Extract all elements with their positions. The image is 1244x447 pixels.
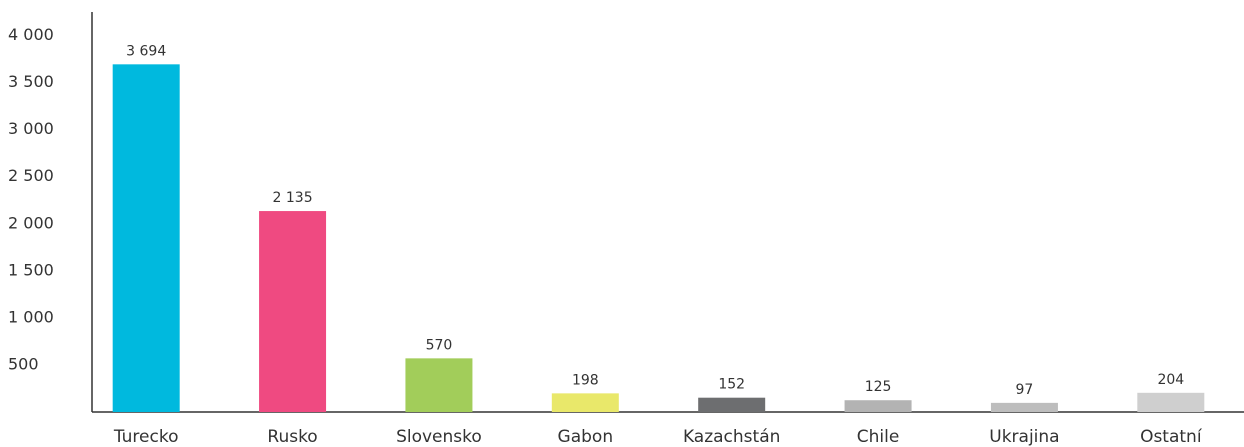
bar — [112, 64, 180, 413]
x-tick-label: Gabon — [558, 427, 614, 447]
value-label: 97 — [1016, 382, 1034, 398]
value-label: 2 135 — [273, 190, 313, 206]
bar — [1137, 392, 1205, 412]
bar — [551, 393, 619, 412]
value-label: 204 — [1157, 372, 1184, 388]
bar — [405, 358, 473, 412]
value-label: 125 — [865, 379, 892, 395]
bar — [844, 400, 912, 412]
y-tick-label: 3 000 — [8, 119, 54, 138]
x-tick-label: Ostatní — [1140, 427, 1203, 447]
y-tick-label: 3 500 — [8, 72, 54, 91]
x-tick-label: Chile — [857, 427, 900, 447]
x-tick-label: Ukrajina — [989, 427, 1059, 447]
value-label: 570 — [426, 337, 453, 353]
x-tick-label: Rusko — [267, 427, 317, 447]
y-tick-label: 1 000 — [8, 307, 54, 326]
value-label: 3 694 — [126, 43, 166, 59]
x-tick-label: Slovensko — [396, 427, 482, 447]
y-tick-label: 2 000 — [8, 213, 54, 232]
value-label: 198 — [572, 372, 599, 388]
y-tick-label: 1 500 — [8, 260, 54, 279]
value-label: 152 — [718, 377, 745, 393]
bar — [259, 211, 327, 412]
bar — [698, 397, 766, 412]
y-tick-label: 500 — [8, 354, 39, 373]
x-tick-label: Kazachstán — [683, 427, 780, 447]
y-tick-label: 4 000 — [8, 25, 54, 44]
bar — [990, 402, 1058, 412]
y-tick-label: 2 500 — [8, 166, 54, 185]
x-tick-label: Turecko — [113, 427, 179, 447]
